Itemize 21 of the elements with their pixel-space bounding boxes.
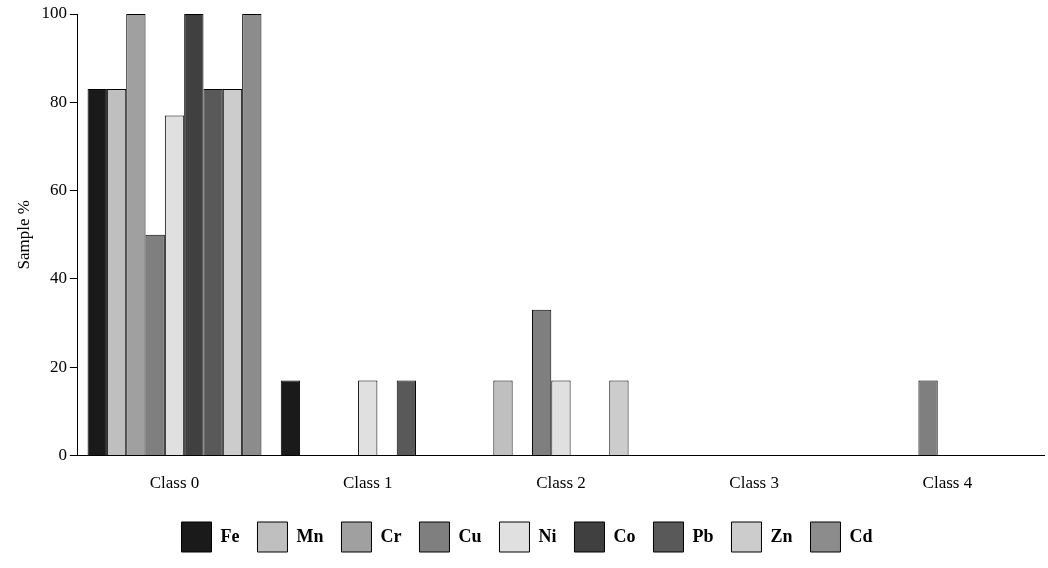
y-tick-label: 40 — [49, 268, 67, 288]
legend-label: Cr — [380, 525, 402, 546]
legend-label: Cu — [458, 525, 482, 546]
y-tick-label: 0 — [58, 445, 67, 465]
x-tick-label: Class 1 — [342, 473, 393, 493]
legend-label: Fe — [220, 525, 240, 546]
x-tick-label: Class 3 — [729, 473, 779, 493]
legend-label: Pb — [692, 525, 714, 546]
x-tick-label: Class 4 — [922, 473, 973, 493]
legend-label: Ni — [538, 525, 557, 546]
legend-label: Mn — [296, 525, 324, 546]
y-tick-label: 20 — [49, 356, 67, 376]
y-axis-title: Sample % — [13, 200, 33, 270]
legend-label: Zn — [770, 525, 793, 546]
x-tick-label: Class 2 — [536, 473, 586, 493]
legend-label: Co — [613, 525, 636, 546]
y-tick-label: 100 — [41, 3, 67, 23]
legend-label: Cd — [849, 525, 873, 546]
y-tick-label: 80 — [49, 91, 67, 111]
x-tick-label: Class 0 — [149, 473, 200, 493]
y-tick-label: 60 — [49, 180, 67, 200]
